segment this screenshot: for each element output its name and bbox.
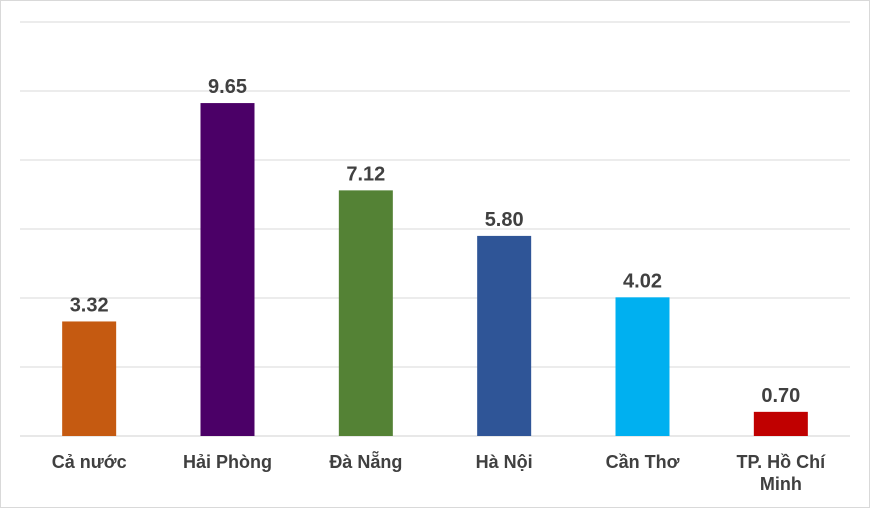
bar: [62, 321, 117, 436]
category-label: Đà Nẵng: [329, 450, 402, 472]
data-label: 9.65: [208, 76, 247, 98]
category-label: Minh: [760, 474, 802, 494]
data-label: 5.80: [485, 209, 524, 231]
bar: [200, 103, 255, 436]
data-label: 4.02: [623, 270, 662, 292]
category-label: Hải Phòng: [183, 452, 272, 472]
bar: [615, 297, 670, 436]
data-label: 3.32: [70, 294, 109, 316]
category-label: Cả nước: [52, 452, 127, 472]
category-label: TP. Hồ Chí: [736, 452, 826, 472]
data-label: 7.12: [346, 163, 385, 185]
bar: [753, 411, 808, 436]
bar: [338, 190, 393, 436]
category-label: Hà Nội: [476, 452, 533, 472]
bar: [477, 235, 532, 436]
data-label: 0.70: [761, 385, 800, 407]
category-label: Cần Thơ: [606, 452, 680, 472]
